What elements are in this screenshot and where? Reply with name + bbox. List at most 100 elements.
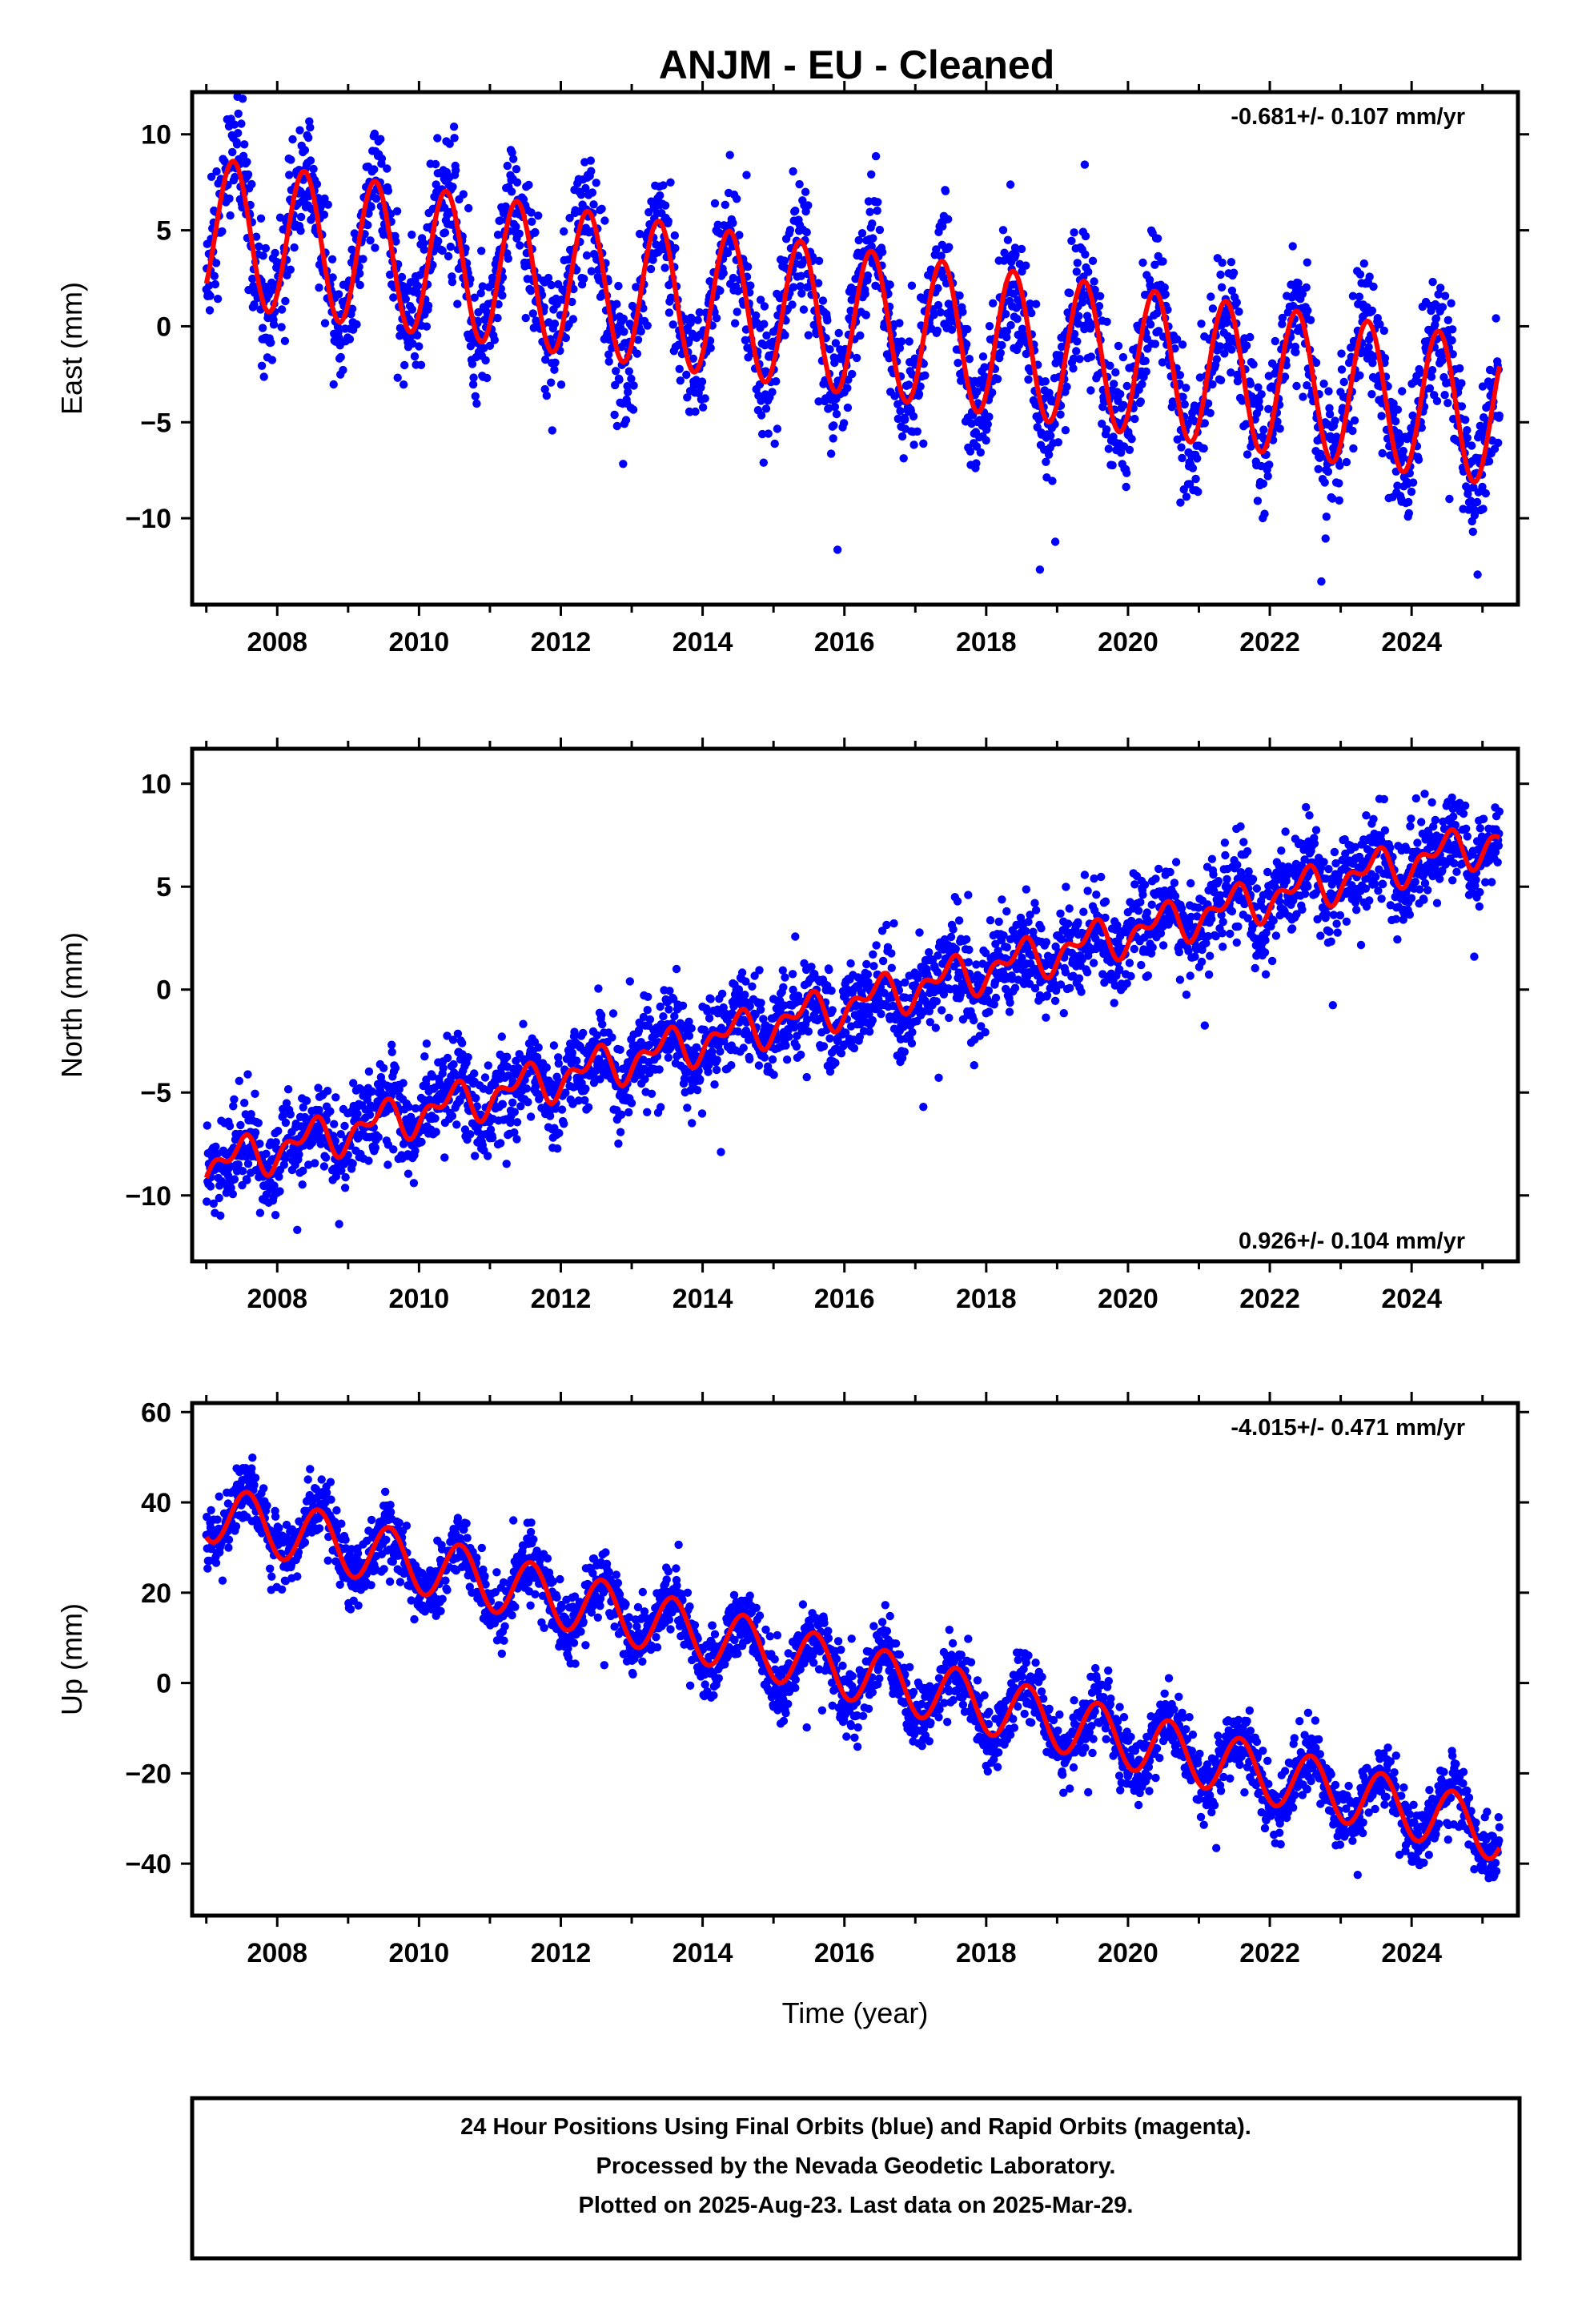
data-point	[1243, 450, 1252, 459]
data-point	[788, 970, 797, 979]
data-point	[643, 1108, 652, 1117]
data-point	[220, 157, 229, 166]
data-point	[399, 380, 408, 389]
data-point	[713, 1055, 721, 1064]
data-point	[1229, 268, 1239, 277]
data-point	[721, 200, 729, 209]
data-point	[1065, 904, 1074, 913]
data-point	[1314, 464, 1323, 473]
data-point	[1394, 428, 1403, 438]
data-point	[843, 403, 853, 412]
data-point	[516, 1102, 525, 1111]
data-point	[299, 1166, 307, 1176]
data-point	[877, 247, 887, 256]
data-point	[272, 257, 281, 267]
data-point	[1178, 340, 1187, 349]
data-point	[560, 227, 568, 236]
data-point	[484, 1061, 492, 1070]
data-point	[1113, 921, 1122, 930]
data-point	[1176, 498, 1185, 507]
data-point	[986, 916, 995, 925]
data-point	[759, 1015, 768, 1023]
data-point	[230, 120, 239, 129]
data-point	[400, 360, 409, 370]
data-point	[1066, 983, 1074, 993]
data-point	[440, 1153, 449, 1162]
data-point	[1158, 257, 1167, 266]
data-point	[1114, 341, 1123, 351]
data-point	[897, 337, 906, 346]
data-point	[228, 1189, 237, 1199]
data-point	[848, 369, 857, 379]
data-point	[1217, 283, 1227, 292]
data-point	[682, 370, 691, 380]
data-point	[321, 1153, 331, 1162]
data-point	[1216, 270, 1225, 279]
data-point	[615, 376, 624, 384]
data-point	[1026, 911, 1034, 919]
data-point	[1102, 317, 1111, 326]
data-point	[299, 1103, 307, 1112]
data-point	[282, 1099, 291, 1108]
data-point	[1438, 356, 1447, 365]
data-point	[255, 242, 263, 251]
data-point	[1022, 927, 1030, 936]
data-point	[625, 977, 634, 986]
data-point	[980, 363, 989, 372]
data-point	[207, 172, 216, 181]
data-point	[1447, 299, 1456, 308]
data-point	[1303, 306, 1312, 315]
data-point	[878, 956, 888, 966]
data-point	[432, 1128, 440, 1136]
data-point	[348, 1159, 357, 1168]
data-point	[933, 326, 942, 336]
data-point	[243, 158, 251, 167]
data-point	[498, 291, 507, 300]
data-point	[800, 959, 809, 968]
data-point	[823, 316, 832, 325]
data-point	[947, 325, 957, 334]
data-point	[803, 1015, 812, 1024]
data-point	[665, 308, 674, 317]
data-point	[1104, 444, 1114, 453]
data-point	[469, 373, 478, 382]
data-point	[1072, 347, 1081, 356]
data-point	[331, 1136, 339, 1145]
data-point	[759, 458, 768, 467]
data-point	[780, 256, 789, 265]
data-point	[608, 1033, 616, 1042]
data-point	[988, 388, 997, 397]
data-point	[499, 209, 508, 218]
data-point	[596, 1011, 606, 1020]
data-point	[468, 380, 478, 389]
data-point	[1259, 479, 1268, 489]
data-point	[852, 353, 861, 363]
data-point	[228, 147, 237, 157]
data-point	[440, 203, 449, 212]
data-point	[512, 222, 520, 231]
x-tick-label: 2020	[1098, 627, 1158, 657]
data-point	[1140, 880, 1150, 890]
data-point	[1481, 489, 1491, 498]
data-point	[656, 191, 665, 200]
data-point	[1035, 565, 1045, 574]
data-point	[1492, 314, 1500, 323]
data-point	[1178, 392, 1187, 401]
data-point	[685, 1017, 693, 1027]
data-point	[781, 331, 789, 340]
data-point	[1367, 390, 1376, 399]
data-point	[1339, 377, 1348, 387]
data-point	[275, 1187, 284, 1196]
data-point	[1022, 261, 1030, 270]
data-point	[410, 352, 420, 361]
data-point	[970, 1061, 979, 1070]
data-point	[497, 1032, 506, 1041]
data-point	[1002, 333, 1011, 342]
data-point	[796, 282, 805, 291]
east-panel: 2008 2010 2012 2014 2016 2018 2020 2022 2024−10−…	[55, 81, 1529, 657]
data-point	[293, 1225, 302, 1235]
data-point	[964, 958, 974, 967]
data-point	[643, 1006, 652, 1015]
data-point	[502, 1160, 511, 1168]
data-point	[1041, 377, 1050, 386]
